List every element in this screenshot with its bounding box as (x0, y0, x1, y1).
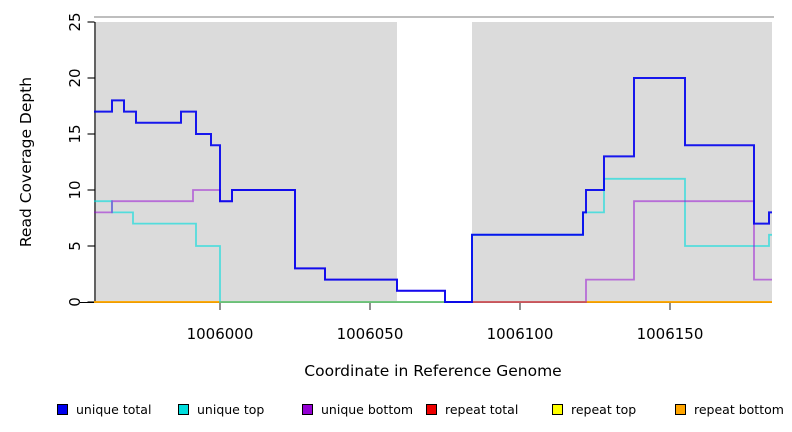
shaded-region (472, 22, 772, 302)
y-tick-label: 15 (66, 124, 84, 144)
y-tick-label: 10 (66, 180, 84, 200)
y-tick-label: 5 (66, 241, 84, 251)
x-tick-label: 1006050 (336, 325, 404, 343)
y-axis-title: Read Coverage Depth (17, 76, 35, 248)
y-tick-label: 0 (66, 297, 84, 307)
series-unique-total (94, 77, 772, 303)
x-axis-title: Coordinate in Reference Genome (304, 362, 562, 380)
y-tick-label: 25 (66, 12, 84, 32)
x-tick-label: 1006150 (636, 325, 704, 343)
x-tick-label: 1006000 (186, 325, 254, 343)
shaded-region (94, 22, 397, 302)
y-tick-label: 20 (66, 68, 84, 88)
x-tick-label: 1006100 (486, 325, 554, 343)
